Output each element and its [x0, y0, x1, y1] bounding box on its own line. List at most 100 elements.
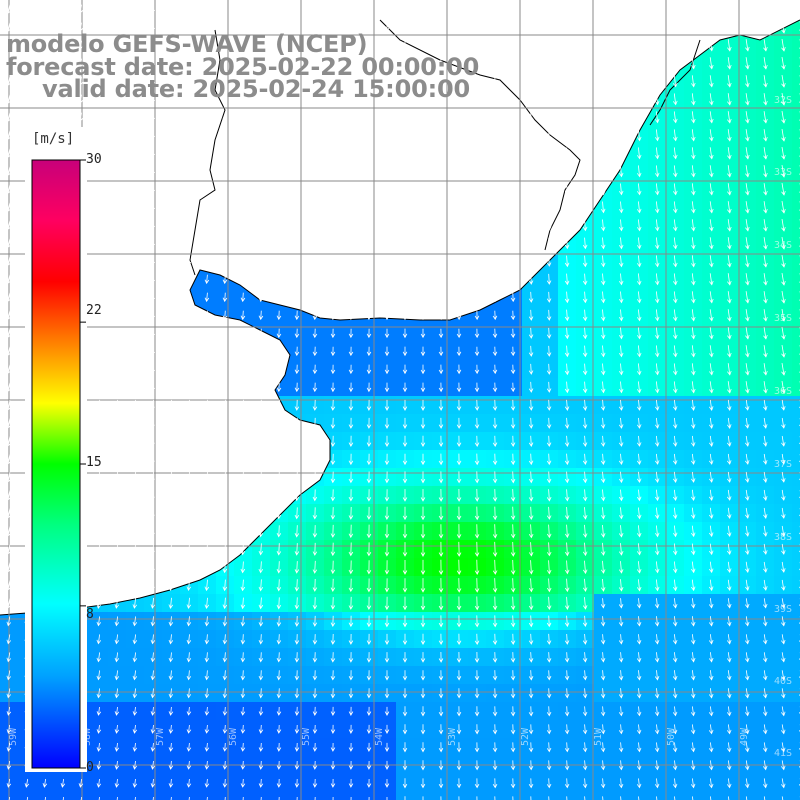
wind-arrow — [781, 435, 786, 447]
wind-arrow — [745, 255, 750, 268]
land-mask — [0, 0, 800, 615]
wind-arrow — [780, 634, 786, 645]
wind-cell — [558, 630, 577, 649]
wind-cell — [648, 504, 667, 523]
wind-arrow — [402, 542, 408, 557]
wind-cell — [540, 450, 559, 469]
wind-cell — [720, 342, 739, 361]
wind-arrow — [312, 615, 318, 627]
wind-cell — [792, 540, 800, 559]
wind-cell — [216, 666, 235, 685]
wind-arrow — [456, 310, 462, 321]
wind-cell — [684, 648, 703, 667]
wind-cell — [360, 360, 379, 379]
wind-arrow — [510, 688, 516, 699]
wind-cell — [648, 486, 667, 505]
wind-arrow — [564, 778, 570, 789]
wind-cell — [540, 684, 559, 703]
wind-arrow — [492, 578, 498, 593]
wind-arrow — [240, 507, 246, 520]
wind-arrow — [420, 652, 426, 663]
wind-arrow — [114, 220, 120, 231]
wind-cell — [774, 522, 793, 541]
wind-arrow — [402, 58, 408, 69]
wind-arrow — [763, 273, 768, 286]
wind-cell — [738, 126, 757, 145]
wind-arrow — [222, 453, 228, 465]
wind-arrow — [438, 184, 444, 195]
wind-cell — [720, 558, 739, 577]
wind-cell — [144, 666, 163, 685]
wind-arrow — [654, 742, 660, 753]
wind-cell — [234, 666, 253, 685]
wind-cell — [396, 432, 415, 451]
wind-arrow — [204, 616, 210, 627]
wind-arrow — [366, 220, 372, 231]
wind-arrow — [708, 543, 714, 556]
wind-arrow — [690, 471, 696, 483]
wind-arrow — [168, 94, 174, 105]
wind-arrow — [6, 724, 12, 734]
wind-arrow — [438, 22, 444, 33]
wind-cell — [774, 108, 793, 127]
wind-cell — [414, 738, 433, 757]
wind-cell — [432, 738, 451, 757]
wind-arrow — [456, 615, 462, 628]
wind-cell — [468, 342, 487, 361]
wind-cell — [630, 612, 649, 631]
wind-cell — [774, 540, 793, 559]
wind-arrow — [710, 796, 712, 800]
wind-cell — [414, 342, 433, 361]
wind-cell — [738, 612, 757, 631]
wind-cell — [774, 414, 793, 433]
wind-arrow — [474, 328, 480, 339]
wind-arrow — [618, 724, 624, 735]
wind-cell — [306, 684, 325, 703]
wind-cell — [252, 630, 271, 649]
wind-cell — [504, 738, 523, 757]
wind-arrow — [186, 670, 192, 681]
wind-arrow — [618, 93, 624, 106]
wind-cell — [792, 360, 800, 379]
wind-arrow — [240, 382, 246, 393]
wind-arrow — [476, 796, 478, 800]
wind-arrow — [636, 489, 642, 502]
wind-arrow — [294, 399, 300, 411]
wind-arrow — [709, 39, 714, 52]
wind-arrow — [763, 327, 768, 340]
wind-arrow — [618, 453, 624, 466]
wind-cell — [792, 414, 800, 433]
wind-cell — [306, 792, 325, 800]
wind-cell — [486, 522, 505, 541]
wind-arrow — [204, 4, 210, 15]
wind-arrow — [98, 796, 100, 800]
wind-arrow — [222, 742, 228, 752]
wind-cell — [144, 630, 163, 649]
wind-arrow — [312, 274, 318, 285]
wind-arrow — [402, 688, 408, 699]
wind-cell — [198, 288, 217, 307]
wind-arrow — [654, 183, 660, 196]
wind-arrow — [708, 598, 714, 609]
wind-cell — [612, 306, 631, 325]
wind-arrow — [294, 220, 300, 231]
wind-arrow — [582, 542, 588, 557]
wind-arrow — [114, 4, 120, 15]
wind-arrow — [492, 541, 498, 557]
wind-arrow — [781, 507, 786, 519]
wind-arrow — [456, 541, 462, 557]
wind-cell — [720, 504, 739, 523]
wind-cell — [414, 378, 433, 397]
wind-arrow — [672, 525, 678, 538]
wind-cell — [522, 324, 541, 343]
wind-cell — [666, 594, 685, 613]
wind-arrow — [474, 166, 480, 177]
wind-arrow — [330, 524, 336, 538]
wind-arrow — [222, 238, 228, 249]
wind-arrow — [384, 22, 390, 33]
wind-cell — [450, 792, 469, 800]
wind-arrow — [6, 579, 11, 591]
wind-arrow — [312, 148, 318, 159]
wind-arrow — [348, 130, 354, 141]
wind-arrow — [6, 634, 12, 645]
